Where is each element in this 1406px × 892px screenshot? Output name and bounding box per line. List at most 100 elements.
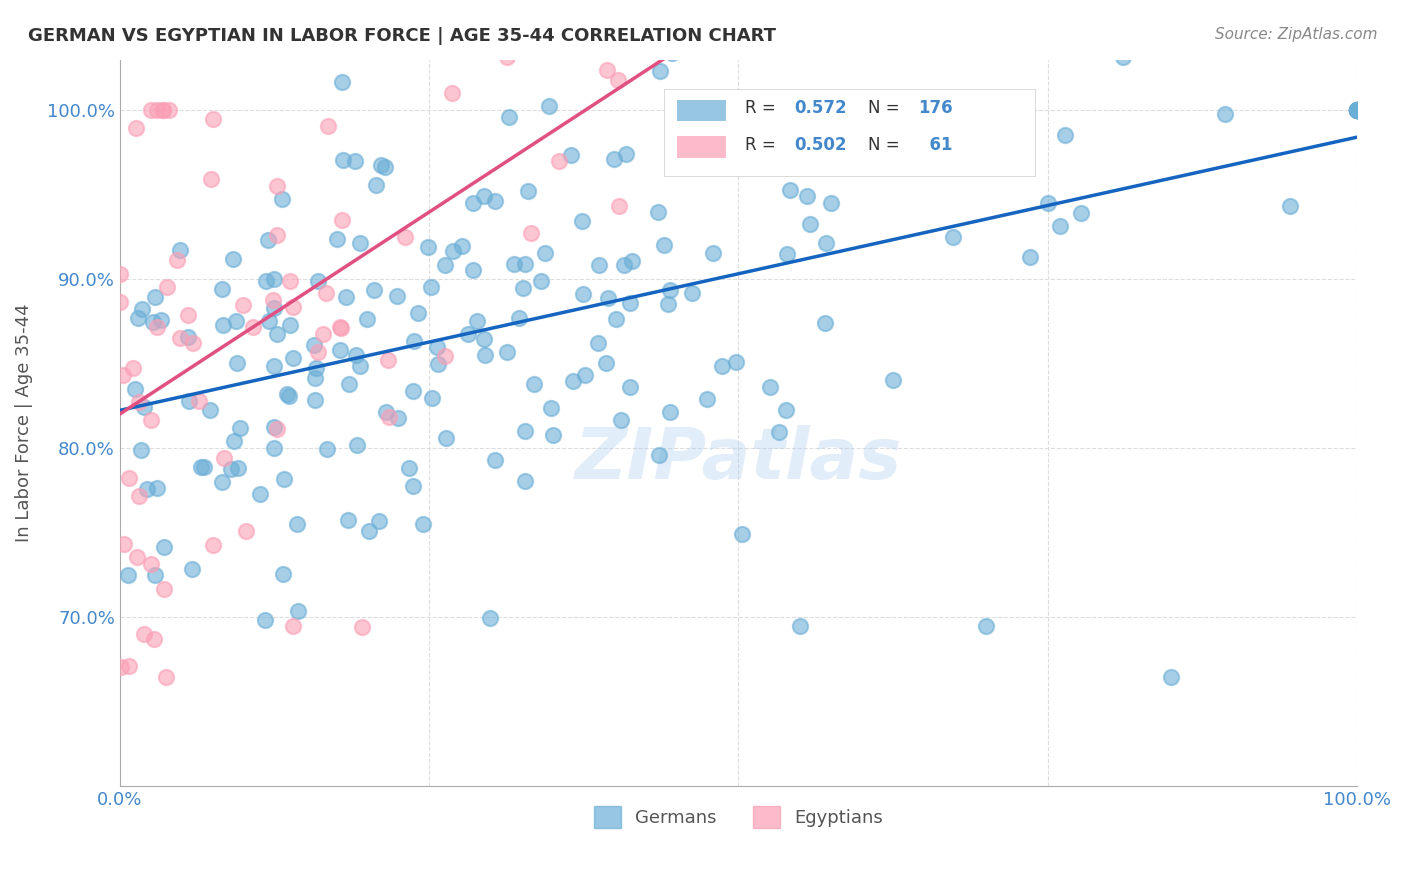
Y-axis label: In Labor Force | Age 35-44: In Labor Force | Age 35-44 <box>15 304 32 542</box>
Point <box>332 153 354 168</box>
Point <box>404 334 426 349</box>
Text: GERMAN VS EGYPTIAN IN LABOR FORCE | AGE 35-44 CORRELATION CHART: GERMAN VS EGYPTIAN IN LABOR FORCE | AGE … <box>28 27 776 45</box>
Point <box>211 475 233 489</box>
Point <box>1346 103 1368 118</box>
Point <box>461 196 484 211</box>
Point <box>359 524 381 539</box>
Point <box>131 301 153 316</box>
Point <box>128 490 150 504</box>
Point <box>377 352 399 367</box>
Point <box>152 540 174 554</box>
Point <box>329 320 352 334</box>
Point <box>1160 670 1182 684</box>
Point <box>242 320 264 334</box>
Point <box>285 516 308 531</box>
Point <box>1346 103 1368 118</box>
Point <box>202 112 225 126</box>
Point <box>1346 103 1368 118</box>
Point <box>1049 219 1071 233</box>
Text: Source: ZipAtlas.com: Source: ZipAtlas.com <box>1215 27 1378 42</box>
Point <box>156 280 179 294</box>
Point <box>253 613 276 627</box>
Point <box>273 472 295 486</box>
Point <box>235 524 257 538</box>
Point <box>344 153 367 168</box>
Point <box>1346 103 1368 118</box>
Point <box>305 360 328 375</box>
Point <box>263 359 285 373</box>
Point <box>613 258 636 272</box>
Point <box>515 424 537 438</box>
Point <box>263 441 285 455</box>
Point <box>647 204 669 219</box>
Point <box>128 395 150 409</box>
Point <box>434 431 457 445</box>
Point <box>402 384 425 398</box>
Point <box>503 257 526 271</box>
Point <box>254 274 277 288</box>
Point <box>1346 103 1368 118</box>
Point <box>420 391 443 405</box>
Point <box>366 178 388 193</box>
Point <box>543 427 565 442</box>
Point <box>588 258 610 272</box>
Point <box>1346 103 1368 118</box>
Point <box>211 318 233 332</box>
Point <box>177 308 200 322</box>
Point <box>304 392 326 407</box>
Point <box>574 368 596 383</box>
Point <box>350 620 373 634</box>
Point <box>648 63 671 78</box>
Point <box>517 8 540 22</box>
Point <box>262 293 284 308</box>
Point <box>815 235 838 250</box>
Point <box>177 329 200 343</box>
Point <box>498 110 520 124</box>
Point <box>263 301 285 315</box>
FancyBboxPatch shape <box>676 100 725 121</box>
Point <box>519 226 541 240</box>
Point <box>271 193 294 207</box>
Text: 0.502: 0.502 <box>794 136 846 153</box>
Point <box>607 199 630 213</box>
Point <box>530 274 553 288</box>
Point <box>108 294 131 309</box>
FancyBboxPatch shape <box>676 136 725 158</box>
Point <box>547 153 569 168</box>
Point <box>402 479 425 493</box>
Point <box>249 487 271 501</box>
Point <box>595 62 617 77</box>
Point <box>225 356 247 370</box>
Point <box>124 382 146 396</box>
Point <box>821 159 844 173</box>
Point <box>782 148 804 162</box>
Point <box>620 253 643 268</box>
Point <box>125 549 148 564</box>
Point <box>332 75 354 89</box>
Point <box>139 103 162 118</box>
Text: R =: R = <box>745 99 780 118</box>
Point <box>356 312 378 326</box>
Point <box>568 41 591 55</box>
Point <box>134 627 156 641</box>
Point <box>776 247 799 261</box>
Point <box>278 318 301 332</box>
Point <box>467 314 489 328</box>
Point <box>586 336 609 351</box>
Point <box>610 413 633 427</box>
Point <box>434 258 457 272</box>
Point <box>945 95 967 109</box>
Point <box>882 373 904 387</box>
Point <box>657 297 679 311</box>
Point <box>211 282 233 296</box>
Point <box>702 246 724 260</box>
Point <box>311 326 333 341</box>
Point <box>232 298 254 312</box>
Point <box>560 148 582 162</box>
Point <box>1279 199 1302 213</box>
Point <box>228 421 250 435</box>
Text: 61: 61 <box>918 136 952 153</box>
Point <box>368 514 391 528</box>
Point <box>515 474 537 488</box>
Point <box>652 238 675 252</box>
